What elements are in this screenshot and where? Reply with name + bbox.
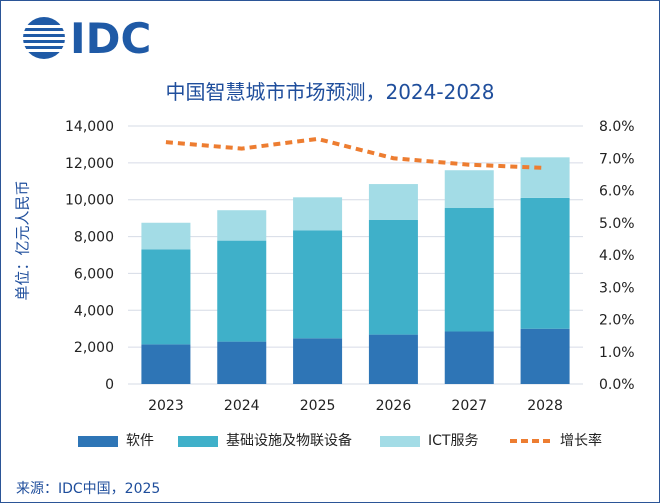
legend-label-software: 软件: [126, 433, 154, 449]
bar-segment: [520, 157, 570, 198]
y2-tick-label: 2.0%: [599, 313, 635, 329]
x-tick-label: 2024: [224, 398, 260, 414]
bar-segment: [141, 249, 191, 345]
bar-segment: [368, 184, 418, 220]
legend-swatch-ict: [380, 435, 420, 447]
legend-item-growth: 增长率: [510, 430, 602, 450]
bar-segment: [444, 331, 494, 384]
bar-segment: [293, 197, 343, 231]
x-tick-label: 2023: [148, 398, 184, 414]
bar-segment: [293, 230, 343, 339]
idc-logo-icon: [22, 17, 66, 59]
bar-segment: [217, 210, 267, 241]
chart-title: 中国智慧城市市场预测，2024-2028: [165, 80, 495, 104]
legend-item-software: 软件: [78, 430, 154, 450]
legend: 软件 基础设施及物联设备 ICT服务 增长率: [0, 430, 660, 450]
bar-segment: [444, 208, 494, 332]
x-tick-label: 2028: [527, 398, 563, 414]
y2-tick-label: 0.0%: [599, 377, 635, 393]
growth-line: [165, 136, 546, 170]
x-tick-label: 2025: [300, 398, 336, 414]
y-tick-label: 8,000: [74, 230, 114, 246]
x-tick-label: 2027: [451, 398, 487, 414]
bar-segment: [217, 240, 267, 342]
legend-item-ict: ICT服务: [380, 430, 478, 450]
bar-segment: [141, 344, 191, 384]
y2-tick-label: 4.0%: [599, 248, 635, 264]
bar-segment: [368, 219, 418, 335]
y-tick-label: 6,000: [74, 266, 114, 282]
bar-segment: [520, 328, 570, 384]
y-tick-label: 0: [105, 377, 114, 393]
x-tick-label: 2026: [376, 398, 412, 414]
legend-swatch-software: [78, 435, 118, 447]
y2-tick-label: 5.0%: [599, 216, 635, 232]
legend-label-growth: 增长率: [560, 433, 602, 449]
legend-label-ict: ICT服务: [428, 433, 479, 449]
source-note: 来源：IDC中国，2025: [16, 481, 161, 497]
y-tick-label: 4,000: [74, 303, 114, 319]
y2-tick-label: 1.0%: [599, 345, 635, 361]
y-tick-label: 14,000: [65, 119, 114, 135]
legend-label-infra: 基础设施及物联设备: [226, 433, 352, 449]
y-tick-label: 10,000: [65, 193, 114, 209]
bar-segment: [520, 197, 570, 329]
bar-segment: [293, 338, 343, 384]
legend-swatch-growth: [510, 439, 552, 443]
logo-text: IDC: [70, 14, 152, 63]
y2-tick-label: 8.0%: [599, 119, 635, 135]
bar-segment: [141, 222, 191, 250]
y-tick-label: 12,000: [65, 156, 114, 172]
y2-tick-label: 7.0%: [599, 151, 635, 167]
y-tick-label: 2,000: [74, 340, 114, 356]
bar-segment: [217, 341, 267, 384]
bar-segment: [444, 170, 494, 209]
y2-tick-label: 3.0%: [599, 280, 635, 296]
legend-swatch-infra: [178, 435, 218, 447]
legend-item-infra: 基础设施及物联设备: [178, 430, 352, 450]
y2-tick-label: 6.0%: [599, 184, 635, 200]
bar-segment: [368, 334, 418, 384]
